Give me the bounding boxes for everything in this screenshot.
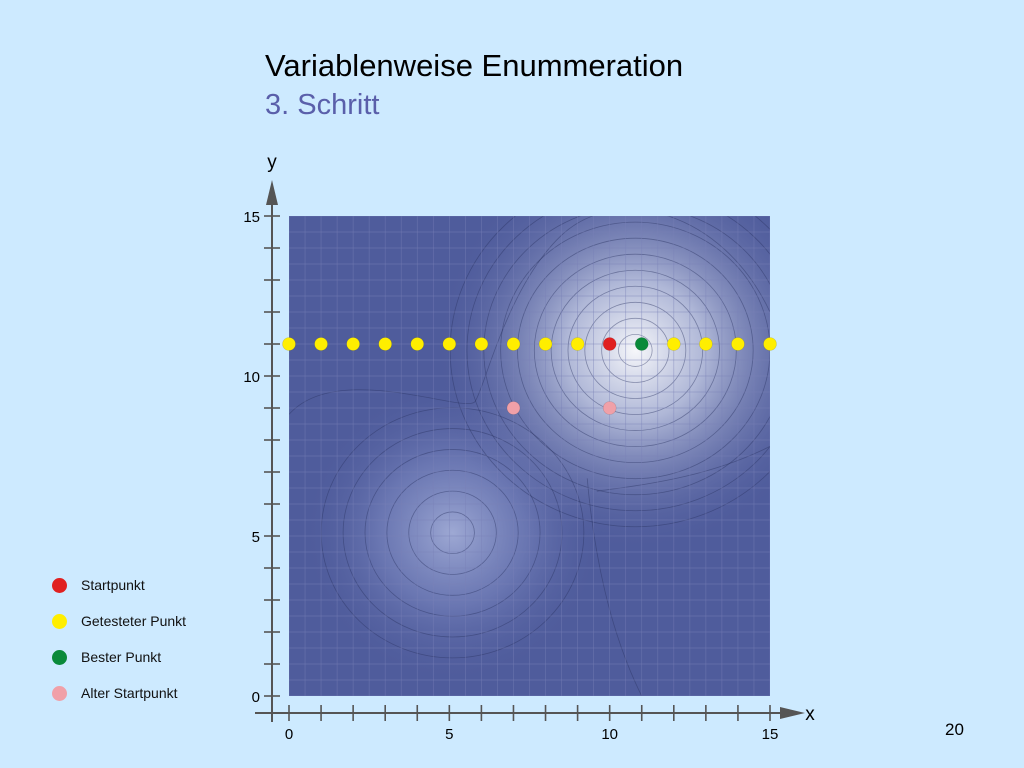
contour-line: [596, 446, 770, 492]
x-tick-label: 0: [285, 726, 293, 743]
data-point: [666, 337, 681, 351]
legend-label: Getesteter Punkt: [81, 613, 187, 629]
legend-marker: [52, 577, 67, 593]
data-point: [602, 401, 617, 415]
legend-item: Startpunkt: [52, 567, 186, 603]
contour-line: [342, 428, 563, 638]
y-axis-arrow: [266, 180, 278, 205]
x-axis-arrow: [780, 707, 805, 719]
data-point: [731, 337, 745, 351]
slide-title: Variablenweise Enummeration: [265, 48, 684, 83]
peak-glow: [436, 216, 770, 550]
legend-marker: [52, 613, 67, 629]
contour-line: [386, 469, 519, 596]
data-point: [570, 337, 585, 351]
data-point: [634, 337, 649, 351]
contour-line: [517, 237, 754, 464]
contour-line: [586, 478, 643, 696]
y-tick-label: 0: [252, 689, 260, 706]
contour-line: [408, 490, 497, 575]
contour-line: [567, 285, 704, 415]
legend-label: Bester Punkt: [81, 649, 162, 665]
y-tick-label: 5: [252, 529, 260, 546]
data-point: [474, 337, 489, 351]
legend-marker: [52, 649, 67, 665]
contour-line: [500, 221, 770, 480]
x-tick-label: 15: [762, 726, 779, 743]
contour-line: [289, 216, 770, 415]
data-point: [538, 337, 553, 351]
x-tick-label: 10: [601, 726, 618, 743]
contour-line: [584, 301, 687, 399]
data-point: [442, 337, 457, 351]
y-axis-label: y: [267, 152, 277, 173]
legend: Startpunkt Getesteter Punkt Bester Punkt Al…: [52, 567, 186, 711]
page-number: 20: [945, 720, 964, 739]
data-point: [314, 337, 328, 351]
legend-item: Alter Startpunkt: [52, 675, 186, 711]
contour-line: [550, 269, 720, 431]
data-point: [410, 337, 425, 351]
data-point: [506, 401, 521, 415]
y-tick-label: 10: [243, 369, 260, 386]
contour-line: [618, 333, 653, 367]
slide-subtitle: 3. Schritt: [265, 89, 380, 121]
contour-line: [466, 216, 770, 512]
legend-item: Bester Punkt: [52, 639, 186, 675]
data-point: [699, 337, 713, 351]
contour-line: [533, 253, 737, 447]
data-point: [282, 337, 296, 351]
y-tick-label: 15: [243, 209, 260, 226]
legend-label: Alter Startpunkt: [81, 685, 178, 701]
legend-label: Startpunkt: [81, 577, 145, 593]
data-point: [506, 337, 521, 351]
x-axis-label: x: [805, 704, 815, 725]
legend-marker: [52, 685, 67, 701]
contour-line: [601, 317, 670, 383]
legend-item: Getesteter Punkt: [52, 603, 186, 639]
data-point: [346, 337, 360, 351]
data-point: [378, 337, 393, 351]
data-point: [763, 337, 777, 351]
data-point: [602, 337, 617, 351]
contour-line: [483, 216, 770, 496]
x-tick-label: 5: [445, 726, 453, 743]
contour-line: [430, 511, 475, 555]
